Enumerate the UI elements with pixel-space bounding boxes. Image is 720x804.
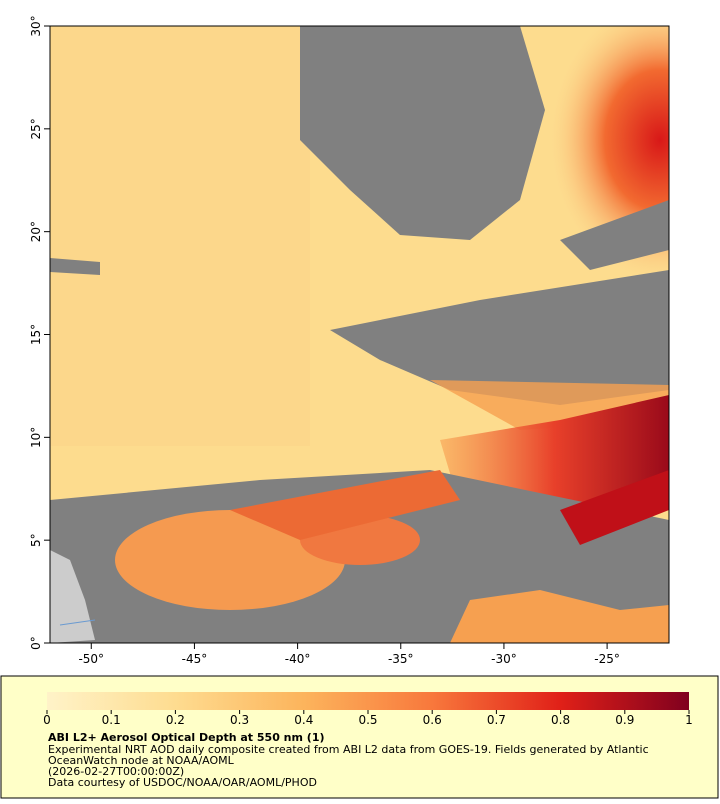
y-tick-label: 10°: [29, 427, 43, 448]
caption-title: ABI L2+ Aerosol Optical Depth at 550 nm …: [48, 731, 325, 744]
caption-line: OceanWatch node at NOAA/AOML: [48, 754, 235, 767]
x-tick-label: -25°: [594, 652, 620, 666]
x-tick-label: -50°: [78, 652, 104, 666]
x-tick-label: -30°: [491, 652, 517, 666]
colorbar: [47, 692, 689, 710]
y-tick-label: 5°: [29, 533, 43, 547]
caption-line: Data courtesy of USDOC/NOAA/OAR/AOML/PHO…: [48, 776, 317, 789]
colorbar-tick-label: 1: [685, 713, 693, 727]
colorbar-tick-label: 0.5: [358, 713, 377, 727]
x-tick-label: -45°: [182, 652, 208, 666]
colorbar-tick-label: 0: [43, 713, 51, 727]
colorbar-tick-label: 0.8: [551, 713, 570, 727]
colorbar-tick-label: 0.7: [487, 713, 506, 727]
colorbar-tick-label: 0.6: [423, 713, 442, 727]
y-tick-label: 15°: [29, 324, 43, 345]
y-tick-label: 25°: [29, 118, 43, 139]
colorbar-tick-label: 0.4: [294, 713, 313, 727]
y-tick-label: 0°: [29, 636, 43, 650]
x-tick-label: -35°: [388, 652, 414, 666]
caption-line: (2026-02-27T00:00:00Z): [48, 765, 184, 778]
colorbar-tick-label: 0.1: [102, 713, 121, 727]
colorbar-tick-label: 0.9: [615, 713, 634, 727]
colorbar-tick-label: 0.2: [166, 713, 185, 727]
colorbar-tick-label: 0.3: [230, 713, 249, 727]
y-tick-label: 20°: [29, 221, 43, 242]
caption-line: Experimental NRT AOD daily composite cre…: [48, 743, 649, 756]
x-tick-label: -40°: [285, 652, 311, 666]
aod-map: [50, 26, 669, 643]
y-tick-label: 30°: [29, 15, 43, 36]
